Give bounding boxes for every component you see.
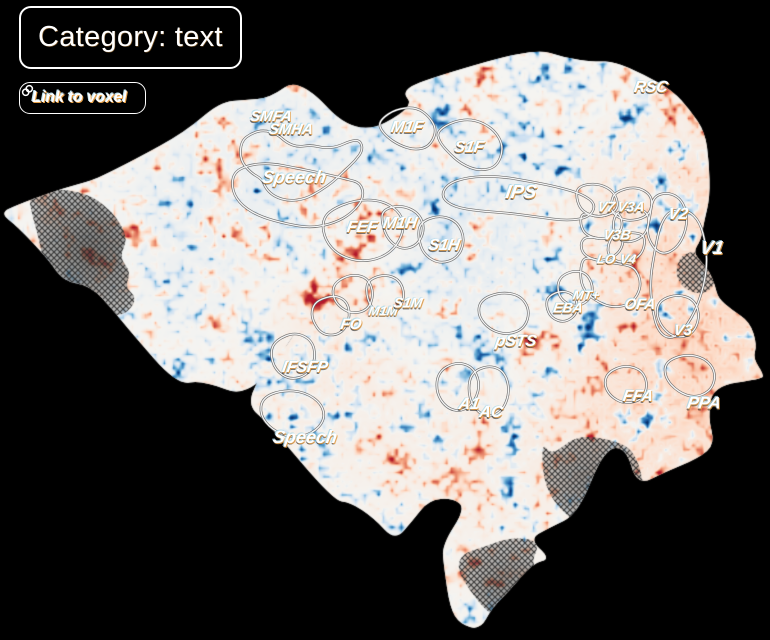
svg-text:V4: V4	[619, 252, 638, 267]
svg-text:AC: AC	[477, 403, 504, 421]
svg-text:SMHA: SMHA	[268, 121, 315, 138]
svg-text:pSTS: pSTS	[493, 332, 538, 350]
svg-text:V1: V1	[699, 238, 726, 259]
svg-text:PPA: PPA	[686, 394, 723, 413]
svg-text:IPS: IPS	[504, 182, 538, 203]
svg-text:V3B: V3B	[602, 227, 632, 243]
svg-text:Speech: Speech	[261, 167, 328, 187]
svg-text:OFA: OFA	[623, 296, 656, 313]
svg-text:LO: LO	[596, 252, 616, 267]
svg-text:Speech: Speech	[272, 427, 339, 447]
svg-text:IFSFP: IFSFP	[281, 358, 329, 376]
svg-text:RSC: RSC	[633, 78, 670, 96]
svg-text:A1: A1	[456, 395, 480, 413]
svg-text:M1F: M1F	[390, 118, 426, 136]
svg-text:V3: V3	[673, 322, 695, 339]
svg-text:S1F: S1F	[453, 138, 486, 156]
svg-text:EBA: EBA	[552, 300, 584, 316]
svg-text:S1H: S1H	[427, 236, 461, 254]
svg-text:FEF: FEF	[346, 218, 380, 236]
svg-text:FO: FO	[339, 316, 363, 333]
svg-text:FFA: FFA	[622, 387, 655, 405]
svg-text:M1H: M1H	[382, 214, 419, 232]
svg-text:S1M: S1M	[393, 295, 425, 311]
svg-text:V2: V2	[667, 205, 689, 223]
svg-text:V3A: V3A	[616, 199, 646, 215]
